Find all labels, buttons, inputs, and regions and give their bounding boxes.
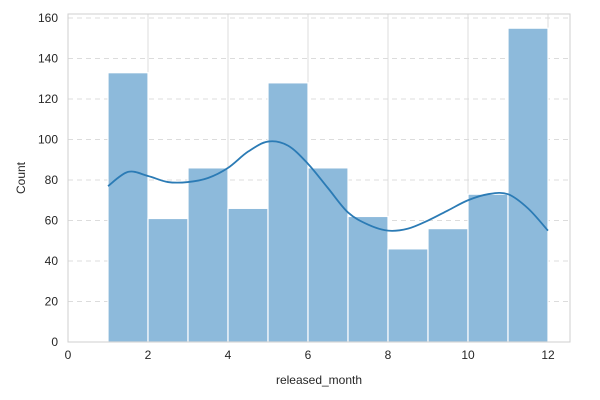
histogram-bar <box>307 167 349 343</box>
axes-frame <box>67 13 571 343</box>
y-tick-label: 40 <box>45 254 59 268</box>
y-tick-label: 0 <box>51 335 58 349</box>
y-tick-labels: 0 20 40 60 80 100 120 140 160 <box>38 11 58 349</box>
histogram-bars <box>107 27 549 343</box>
kde-curve <box>107 140 549 232</box>
histogram-bar <box>187 167 229 343</box>
histogram-bar <box>147 217 189 343</box>
y-axis-title: Count <box>14 161 28 194</box>
y-tick-label: 20 <box>45 295 59 309</box>
y-tick-label: 60 <box>45 214 59 228</box>
x-axis-title: released_month <box>276 373 362 387</box>
y-tick-label: 160 <box>38 11 58 25</box>
x-tick-label: 6 <box>305 348 312 362</box>
histogram-bar <box>507 27 549 343</box>
histogram-bar <box>467 193 509 343</box>
histogram-bar <box>267 82 309 343</box>
x-tick-label: 12 <box>541 348 555 362</box>
kde-line <box>107 140 549 232</box>
y-tick-label: 140 <box>38 52 58 66</box>
y-tick-label: 80 <box>45 173 59 187</box>
x-tick-label: 10 <box>461 348 475 362</box>
y-tick-label: 120 <box>38 92 58 106</box>
x-tick-label: 8 <box>385 348 392 362</box>
plot-border <box>67 13 571 343</box>
x-tick-label: 4 <box>225 348 232 362</box>
histogram-bar <box>427 228 469 343</box>
histogram-bar <box>227 207 269 343</box>
x-tick-label: 2 <box>145 348 152 362</box>
x-tick-labels: 0 2 4 6 8 10 12 <box>65 348 555 362</box>
histogram-bar <box>387 248 429 343</box>
histogram-bar <box>347 215 389 343</box>
histogram-bar <box>107 72 149 343</box>
x-tick-label: 0 <box>65 348 72 362</box>
y-tick-label: 100 <box>38 133 58 147</box>
